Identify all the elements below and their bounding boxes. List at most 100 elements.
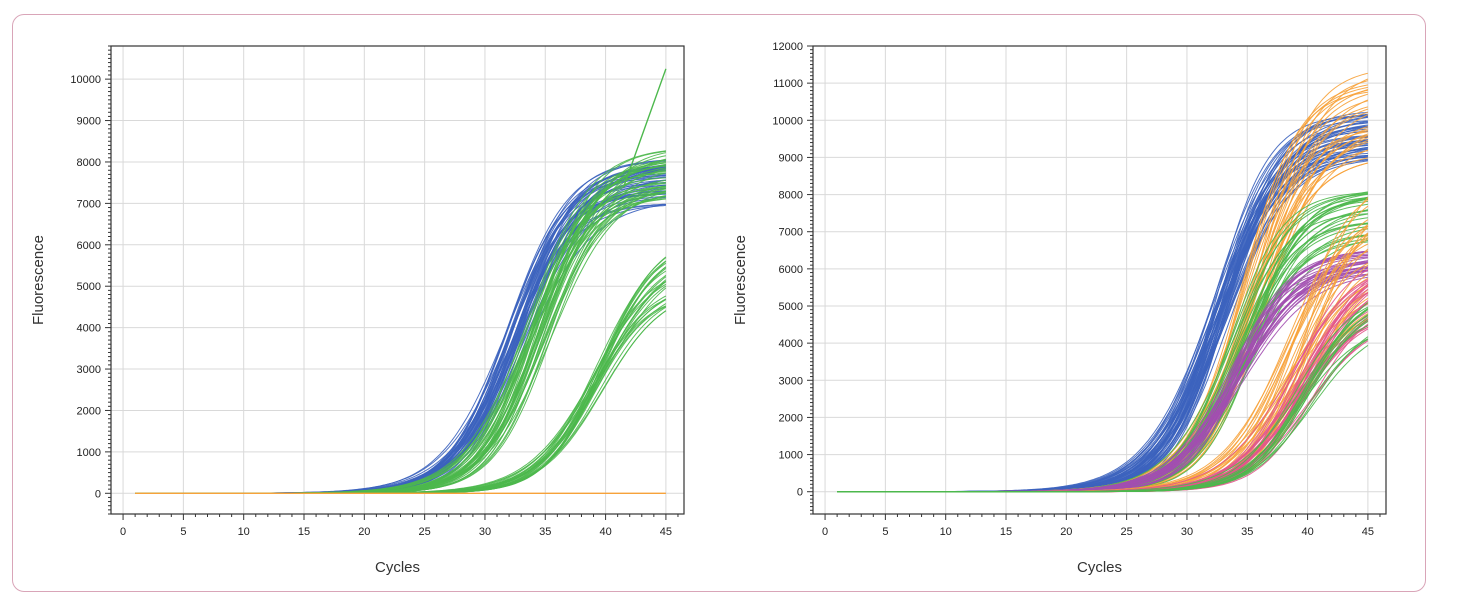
series-line: [837, 283, 1369, 493]
chart-left-panel: 0 1000 2000 3000 4000 5000 6000 7000 8000 9000 100…: [0, 0, 700, 600]
y-tick-label: 7000: [779, 227, 803, 239]
series-line: [135, 177, 666, 494]
x-axis: 0 5 10 15 20 25 30 35 40 45: [120, 514, 679, 538]
series-line: [135, 267, 667, 494]
x-tick-label: 30: [479, 526, 491, 538]
curves: [135, 68, 667, 494]
series-line: [837, 154, 1368, 493]
series-line: [135, 276, 667, 494]
series-line: [837, 155, 1368, 493]
chart-right-panel: 0 1000 2000 3000 4000 5000 6000 7000 8000 9000 100…: [700, 0, 1458, 600]
series-line: [837, 235, 1368, 493]
x-tick-label: 5: [882, 526, 888, 538]
x-tick-label: 30: [1181, 526, 1193, 538]
series-line: [837, 162, 1369, 493]
series-line: [837, 284, 1369, 493]
series-line: [837, 267, 1368, 493]
y-tick-label: 3000: [779, 375, 803, 387]
y-axis: 0 1000 2000 3000 4000 5000 6000 7000 8000 9000 100…: [70, 45, 111, 515]
series-line: [135, 179, 666, 494]
y-tick-label: 2000: [77, 405, 101, 417]
y-tick-label: 4000: [779, 338, 803, 350]
series-line: [837, 234, 1369, 493]
x-tick-label: 20: [1060, 526, 1072, 538]
x-tick-label: 0: [120, 526, 126, 538]
x-axis-title: Cycles: [375, 559, 420, 576]
y-axis-title: Fluorescence: [732, 235, 749, 325]
x-tick-label: 45: [1362, 526, 1374, 538]
series-line: [623, 68, 667, 188]
figure-frame: [12, 14, 1426, 592]
x-tick-label: 40: [599, 526, 611, 538]
series-line: [837, 162, 1369, 493]
x-tick-label: 10: [940, 526, 952, 538]
series-line: [135, 177, 666, 494]
blue-curves: [837, 111, 1368, 493]
grid: [111, 46, 684, 514]
x-tick-label: 15: [298, 526, 310, 538]
green-outlier-line: [623, 68, 667, 188]
series-line: [837, 142, 1368, 493]
y-tick-label: 7000: [77, 198, 101, 210]
y-tick-label: 0: [95, 488, 101, 500]
series-line: [837, 160, 1368, 493]
x-tick-label: 25: [419, 526, 431, 538]
series-line: [837, 191, 1368, 493]
x-tick-label: 5: [180, 526, 186, 538]
y-tick-label: 5000: [779, 301, 803, 313]
x-tick-label: 0: [822, 526, 828, 538]
series-line: [135, 257, 667, 494]
series-line: [135, 260, 667, 494]
series-line: [837, 234, 1368, 493]
series-line: [837, 282, 1369, 493]
x-tick-label: 45: [660, 526, 672, 538]
chart-right: 0100020003000400050006000700080009000100…: [732, 41, 1387, 576]
y-axis: 0 1000 2000 3000 4000 5000 6000 7000 8000 9000 100…: [772, 41, 813, 515]
series-line: [837, 285, 1369, 493]
x-tick-label: 25: [1121, 526, 1133, 538]
y-tick-label: 6000: [77, 240, 101, 252]
y-tick-label: 9000: [77, 116, 101, 128]
plot-frame: [110, 45, 685, 515]
y-tick-label: 9000: [779, 152, 803, 164]
series-line: [837, 234, 1368, 493]
y-tick-label: 2000: [779, 412, 803, 424]
series-line: [837, 254, 1368, 493]
y-tick-label: 0: [797, 487, 803, 499]
series-line: [135, 186, 666, 494]
y-tick-label: 12000: [772, 41, 803, 53]
y-tick-label: 5000: [77, 281, 101, 293]
green-curves-late: [135, 256, 667, 494]
series-line: [135, 179, 666, 494]
series-line: [837, 209, 1369, 493]
x-tick-label: 15: [1000, 526, 1012, 538]
x-tick-label: 40: [1301, 526, 1313, 538]
series-line: [135, 179, 666, 494]
y-tick-label: 8000: [779, 190, 803, 202]
x-axis: 0 5 10 15 20 25 30 35 40 45: [822, 514, 1381, 538]
series-line: [837, 150, 1368, 493]
series-line: [837, 228, 1368, 493]
series-line: [135, 266, 667, 494]
series-line: [837, 152, 1368, 493]
y-tick-label: 10000: [70, 74, 101, 86]
series-line: [837, 250, 1368, 493]
series-line: [837, 285, 1369, 493]
green-curves-late: [837, 302, 1369, 493]
series-line: [837, 284, 1369, 493]
y-tick-label: 3000: [77, 364, 101, 376]
x-tick-label: 10: [238, 526, 250, 538]
series-line: [837, 336, 1369, 493]
y-tick-label: 6000: [779, 264, 803, 276]
x-tick-label: 35: [1241, 526, 1253, 538]
series-line: [837, 284, 1369, 493]
purple-curves: [837, 250, 1368, 493]
series-line: [837, 302, 1369, 493]
x-axis-title: Cycles: [1077, 559, 1122, 576]
y-axis-title: Fluorescence: [30, 235, 47, 325]
series-line: [135, 266, 667, 494]
y-tick-label: 11000: [773, 78, 803, 90]
series-line: [135, 193, 666, 494]
y-tick-label: 1000: [77, 447, 101, 459]
series-line: [135, 274, 667, 494]
